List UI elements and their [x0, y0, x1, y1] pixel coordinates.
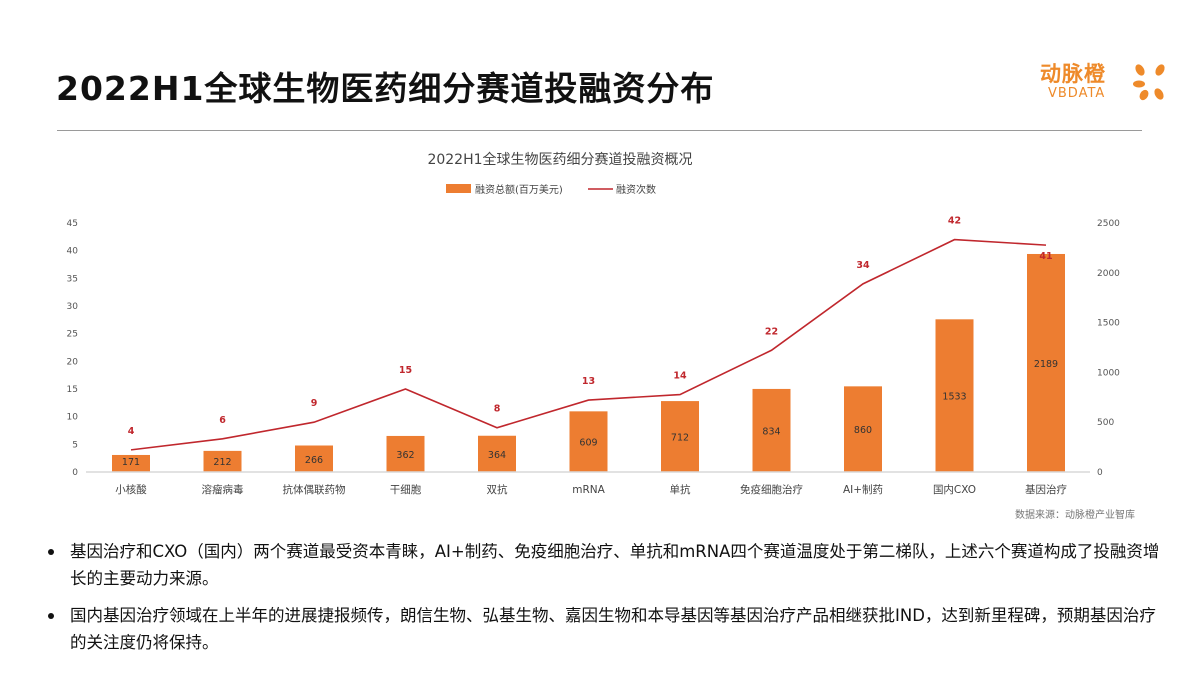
- bar: [478, 435, 516, 472]
- right-axis-tick: 1500: [1097, 319, 1120, 329]
- bar: [112, 454, 150, 472]
- line-value-label: 42: [948, 216, 961, 227]
- bullet-dot: [48, 613, 54, 619]
- left-axis-tick: 30: [67, 302, 79, 312]
- bar-value-label: 362: [396, 450, 414, 461]
- line-value-label: 13: [582, 376, 595, 387]
- page-title: 2022H1全球生物医药细分赛道投融资分布: [56, 69, 715, 108]
- vbdata-logo: 动脉橙 VBDATA: [1040, 58, 1170, 108]
- chart-title: 2022H1全球生物医药细分赛道投融资概况: [427, 151, 692, 168]
- bullet-dot: [48, 549, 54, 555]
- financing-chart: 2022H1全球生物医药细分赛道投融资概况 融资总额(百万美元) 融资次数 0 5…: [67, 151, 1135, 521]
- left-axis-tick: 40: [67, 247, 79, 257]
- data-source: 数据来源：动脉橙产业智库: [1015, 508, 1135, 521]
- logo-en-text: VBDATA: [1048, 86, 1106, 101]
- bar-value-label: 834: [762, 426, 780, 437]
- bullet-item: 基因治疗和CXO（国内）两个赛道最受资本青睐，AI+制药、免疫细胞治疗、单抗和m…: [48, 538, 1168, 592]
- bullet-text: 国内基因治疗领域在上半年的进展捷报频传，朗信生物、弘基生物、嘉因生物和本导基因等…: [70, 606, 1156, 652]
- logo-cn-text: 动脉橙: [1040, 62, 1106, 86]
- count-line: [130, 238, 1047, 451]
- left-axis-tick: 10: [67, 413, 79, 423]
- x-axis-category-label: 溶瘤病毒: [202, 483, 244, 496]
- line-value-label: 4: [128, 426, 135, 437]
- logo-burst-icon: [1133, 64, 1165, 101]
- title-divider: [57, 130, 1142, 131]
- bar: [844, 386, 882, 472]
- line-value-label: 14: [673, 371, 687, 382]
- right-axis-tick: 1000: [1097, 368, 1120, 378]
- bar-value-label: 1533: [942, 392, 966, 403]
- left-axis-tick: 20: [67, 357, 79, 367]
- bullet-list: 基因治疗和CXO（国内）两个赛道最受资本青睐，AI+制药、免疫细胞治疗、单抗和m…: [48, 538, 1168, 666]
- line-value-label: 34: [856, 260, 870, 271]
- bar: [386, 435, 425, 472]
- bar: [935, 319, 974, 472]
- left-axis-tick: 0: [72, 468, 78, 478]
- line-value-label: 6: [219, 415, 226, 426]
- legend: 融资总额(百万美元) 融资次数: [446, 183, 656, 196]
- line-value-label: 9: [311, 398, 318, 409]
- legend-bar-label: 融资总额(百万美元): [475, 183, 563, 196]
- left-axis-tick: 45: [67, 219, 78, 229]
- bar: [752, 388, 791, 472]
- bar-value-label: 212: [213, 457, 231, 468]
- bar: [1027, 253, 1065, 472]
- right-axis-tick: 0: [1097, 468, 1103, 478]
- x-axis-category-label: 单抗: [670, 483, 691, 496]
- bar-value-label: 860: [854, 425, 872, 436]
- left-axis-tick: 25: [67, 330, 78, 340]
- x-axis-category-label: 基因治疗: [1025, 483, 1067, 496]
- x-axis-category-label: 双抗: [487, 483, 508, 496]
- bullet-text: 基因治疗和CXO（国内）两个赛道最受资本青睐，AI+制药、免疫细胞治疗、单抗和m…: [70, 542, 1160, 588]
- x-axis-category-label: mRNA: [572, 484, 605, 496]
- left-axis-tick: 15: [67, 385, 78, 395]
- bar-value-label: 2189: [1034, 359, 1058, 370]
- bar-value-label: 171: [122, 457, 140, 468]
- right-axis-tick: 2500: [1097, 219, 1120, 229]
- x-axis-category-label: 免疫细胞治疗: [740, 483, 803, 496]
- bar-value-label: 609: [579, 438, 597, 449]
- x-axis-category-label: 抗体偶联药物: [283, 483, 346, 496]
- bar: [203, 450, 242, 472]
- line-value-label: 8: [494, 404, 501, 415]
- legend-line-label: 融资次数: [616, 183, 656, 196]
- right-axis-tick: 2000: [1097, 269, 1120, 279]
- x-axis-category-label: 干细胞: [390, 483, 422, 496]
- bar-value-label: 712: [671, 433, 689, 444]
- bar: [661, 401, 699, 472]
- line-value-label: 15: [399, 365, 412, 376]
- line-value-label: 41: [1039, 251, 1052, 262]
- left-axis-tick: 5: [72, 440, 78, 450]
- left-axis-tick: 35: [67, 274, 78, 284]
- right-axis-tick: 500: [1097, 418, 1114, 428]
- x-axis-category-label: 国内CXO: [933, 483, 976, 496]
- bullet-item: 国内基因治疗领域在上半年的进展捷报频传，朗信生物、弘基生物、嘉因生物和本导基因等…: [48, 602, 1168, 656]
- bar-value-label: 266: [305, 455, 323, 466]
- bar: [569, 411, 608, 472]
- x-axis-category-label: AI+制药: [843, 483, 883, 496]
- legend-bar-swatch: [446, 184, 471, 193]
- bar-value-label: 364: [488, 450, 506, 461]
- x-axis-category-label: 小核酸: [115, 483, 147, 496]
- line-value-label: 22: [765, 326, 778, 337]
- bar: [295, 445, 333, 472]
